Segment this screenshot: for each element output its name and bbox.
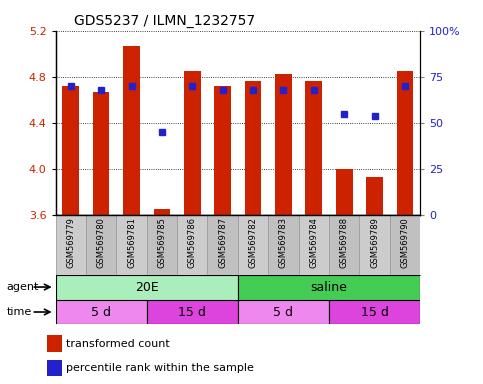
Bar [238,300,329,324]
Bar [147,215,177,275]
Bar [298,215,329,275]
Text: GDS5237 / ILMN_1232757: GDS5237 / ILMN_1232757 [74,14,255,28]
Text: GSM569779: GSM569779 [66,217,75,268]
Bar [86,215,116,275]
Bar [184,71,200,215]
Bar [93,92,110,215]
Bar [336,169,353,215]
Bar [123,46,140,215]
Bar [359,215,390,275]
Bar [47,360,62,376]
Bar [275,74,292,215]
Text: GSM569786: GSM569786 [188,217,197,268]
Bar [154,209,170,215]
Text: GSM569787: GSM569787 [218,217,227,268]
FancyBboxPatch shape [56,275,238,300]
Text: transformed count: transformed count [66,339,170,349]
FancyBboxPatch shape [238,275,420,300]
Text: 15 d: 15 d [178,306,206,318]
Text: GSM569785: GSM569785 [157,217,167,268]
Bar [397,71,413,215]
Bar [329,300,420,324]
Text: percentile rank within the sample: percentile rank within the sample [66,363,254,373]
Text: GSM569780: GSM569780 [97,217,106,268]
Bar [47,335,62,352]
Text: GSM569781: GSM569781 [127,217,136,268]
Text: GSM569783: GSM569783 [279,217,288,268]
Text: agent: agent [6,282,39,292]
Text: 20E: 20E [135,281,158,293]
Text: GSM569782: GSM569782 [249,217,257,268]
Bar [147,300,238,324]
Text: 15 d: 15 d [361,306,388,318]
Text: GSM569790: GSM569790 [400,217,410,268]
Bar [62,86,79,215]
Bar [390,215,420,275]
Bar [245,81,261,215]
Bar [238,215,268,275]
Bar [56,215,86,275]
Bar [208,215,238,275]
Text: saline: saline [311,281,347,293]
Bar [305,81,322,215]
Text: 5 d: 5 d [91,306,111,318]
Bar [116,215,147,275]
Text: 5 d: 5 d [273,306,294,318]
Text: GSM569789: GSM569789 [370,217,379,268]
Bar [329,215,359,275]
Text: GSM569784: GSM569784 [309,217,318,268]
Bar [268,215,298,275]
Bar [366,177,383,215]
Bar [214,86,231,215]
Text: time: time [6,307,31,317]
Text: GSM569788: GSM569788 [340,217,349,268]
Bar [177,215,208,275]
Bar [56,300,147,324]
